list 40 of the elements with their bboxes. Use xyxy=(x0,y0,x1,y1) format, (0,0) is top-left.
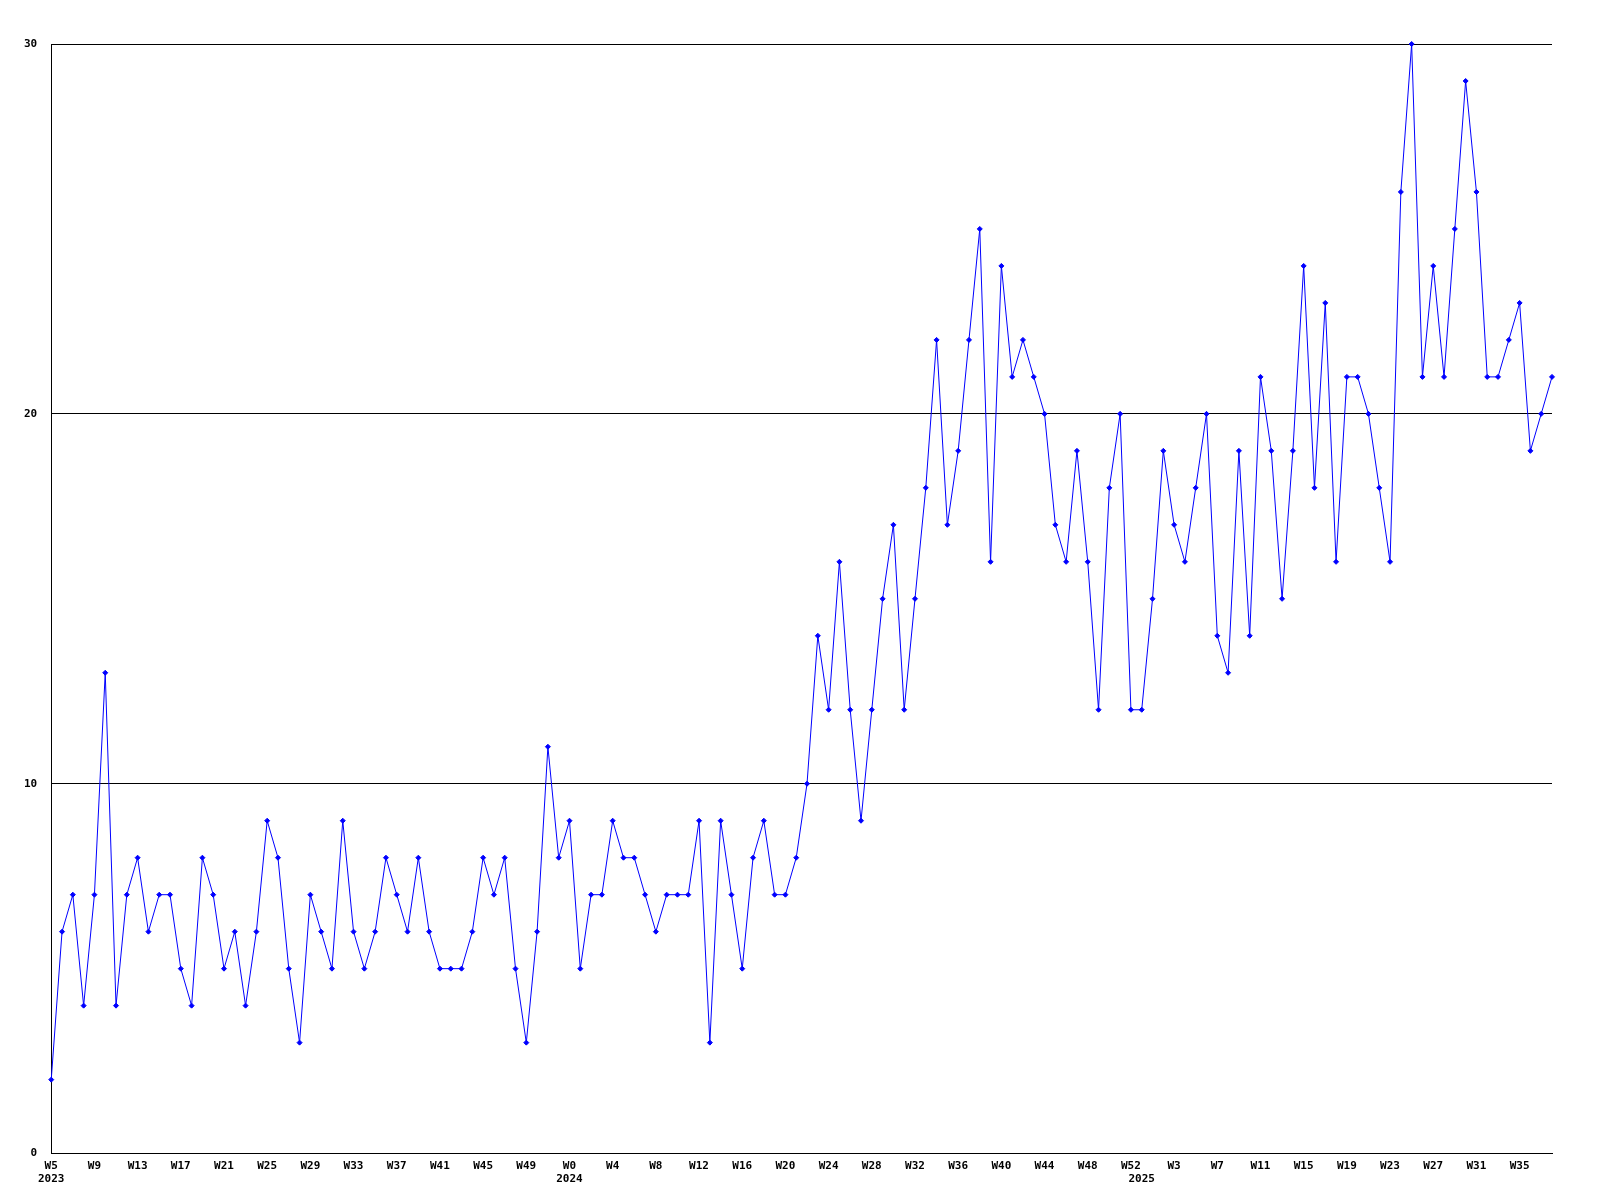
x-tick-label: W5 2023 xyxy=(38,1159,65,1186)
x-tick-label: W33 xyxy=(343,1159,364,1173)
x-tick-label: W27 xyxy=(1423,1159,1444,1173)
x-tick-label: W37 xyxy=(386,1159,407,1173)
y-tick-label: 10 xyxy=(24,776,38,790)
x-tick-label: W41 xyxy=(429,1159,451,1173)
x-tick-label: W17 xyxy=(170,1159,191,1173)
x-tick-label: W29 xyxy=(300,1159,321,1173)
x-tick-label: W3 xyxy=(1167,1159,1181,1173)
x-tick-label: W25 xyxy=(257,1159,278,1173)
x-tick-label: W49 xyxy=(516,1159,537,1173)
x-tick-label: W12 xyxy=(689,1159,709,1173)
x-tick-label: W0 2024 xyxy=(556,1159,584,1186)
x-tick-label: W4 xyxy=(606,1159,620,1173)
y-tick-label: 20 xyxy=(24,406,38,420)
x-tick-label: W36 xyxy=(948,1159,969,1173)
x-tick-label: W15 xyxy=(1293,1159,1314,1173)
x-tick-label: W19 xyxy=(1336,1159,1357,1173)
x-tick-label: W31 xyxy=(1466,1159,1487,1173)
x-tick-label: W7 xyxy=(1210,1159,1224,1173)
x-tick-label: W11 xyxy=(1250,1159,1271,1173)
y-tick-label: 30 xyxy=(24,36,38,50)
x-tick-label: 2025 xyxy=(1128,1172,1155,1186)
x-tick-label: W8 xyxy=(649,1159,663,1173)
x-tick-label: W45 xyxy=(473,1159,494,1173)
x-tick-label: W35 xyxy=(1509,1159,1530,1173)
x-tick-label: W9 xyxy=(87,1159,102,1173)
x-tick-label: W52 xyxy=(1120,1159,1141,1173)
x-tick-label: W13 xyxy=(127,1159,148,1173)
x-tick-label: W44 xyxy=(1034,1159,1055,1173)
x-tick-label: W40 xyxy=(991,1159,1012,1173)
x-tick-label: W28 xyxy=(861,1159,882,1173)
x-tick-label: W24 xyxy=(818,1159,839,1173)
x-tick-label: W32 xyxy=(905,1159,925,1173)
x-tick-label: W23 xyxy=(1380,1159,1400,1173)
y-tick-label: 0 xyxy=(30,1146,38,1160)
x-tick-label: W48 xyxy=(1077,1159,1098,1173)
x-tick-label: W16 xyxy=(732,1159,753,1173)
x-tick-label: W21 xyxy=(214,1159,235,1173)
x-tick-label: W20 xyxy=(775,1159,796,1173)
